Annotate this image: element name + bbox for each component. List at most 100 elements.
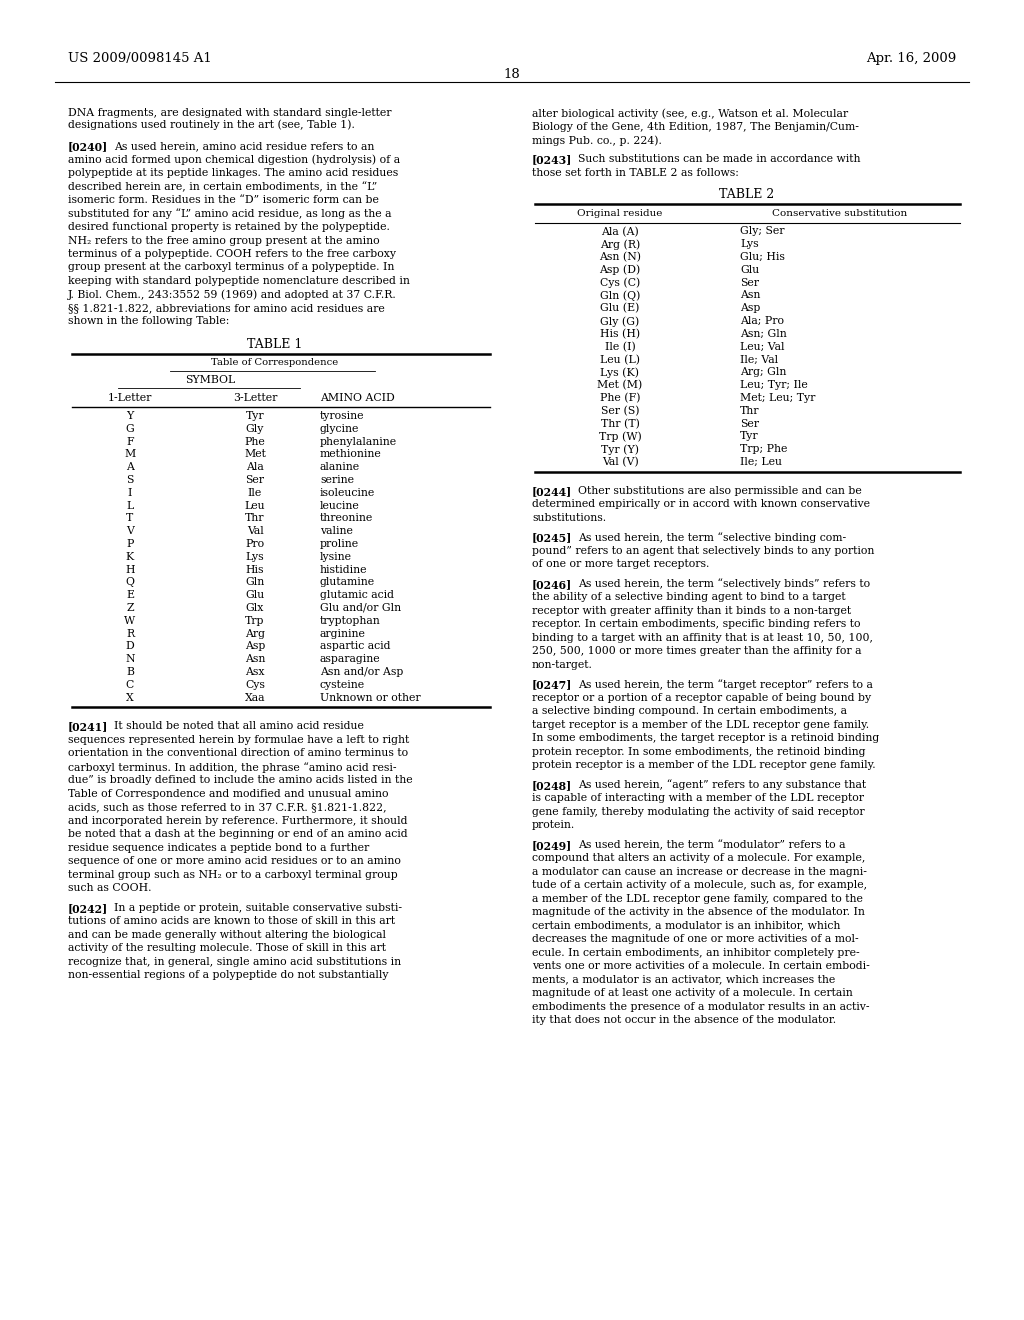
Text: NH₂ refers to the free amino group present at the amino: NH₂ refers to the free amino group prese… <box>68 235 380 246</box>
Text: Met: Met <box>244 449 266 459</box>
Text: Leu; Val: Leu; Val <box>740 342 784 351</box>
Text: Unknown or other: Unknown or other <box>319 693 421 702</box>
Text: As used herein, the term “target receptor” refers to a: As used herein, the term “target recepto… <box>578 680 872 690</box>
Text: SYMBOL: SYMBOL <box>185 375 236 385</box>
Text: Original residue: Original residue <box>578 209 663 218</box>
Text: Ile (I): Ile (I) <box>604 342 635 352</box>
Text: tryptophan: tryptophan <box>319 616 381 626</box>
Text: Q: Q <box>126 577 134 587</box>
Text: gene family, thereby modulating the activity of said receptor: gene family, thereby modulating the acti… <box>532 807 864 817</box>
Text: [0241]: [0241] <box>68 722 109 733</box>
Text: Xaa: Xaa <box>245 693 265 702</box>
Text: [0243]: [0243] <box>532 154 572 165</box>
Text: protein.: protein. <box>532 820 575 830</box>
Text: In a peptide or protein, suitable conservative substi-: In a peptide or protein, suitable conser… <box>114 903 402 913</box>
Text: certain embodiments, a modulator is an inhibitor, which: certain embodiments, a modulator is an i… <box>532 921 841 931</box>
Text: Gln: Gln <box>246 577 264 587</box>
Text: pound” refers to an agent that selectively binds to any portion: pound” refers to an agent that selective… <box>532 545 874 556</box>
Text: Biology of the Gene, 4th Edition, 1987, The Benjamin/Cum-: Biology of the Gene, 4th Edition, 1987, … <box>532 121 859 132</box>
Text: terminus of a polypeptide. COOH refers to the free carboxy: terminus of a polypeptide. COOH refers t… <box>68 249 396 259</box>
Text: the ability of a selective binding agent to bind to a target: the ability of a selective binding agent… <box>532 593 846 602</box>
Text: I: I <box>128 488 132 498</box>
Text: As used herein, “agent” refers to any substance that: As used herein, “agent” refers to any su… <box>578 780 866 791</box>
Text: M: M <box>124 449 135 459</box>
Text: Leu; Tyr; Ile: Leu; Tyr; Ile <box>740 380 808 391</box>
Text: Lys (K): Lys (K) <box>600 367 640 378</box>
Text: sequence of one or more amino acid residues or to an amino: sequence of one or more amino acid resid… <box>68 857 400 866</box>
Text: lysine: lysine <box>319 552 352 562</box>
Text: leucine: leucine <box>319 500 359 511</box>
Text: [0242]: [0242] <box>68 903 109 913</box>
Text: A: A <box>126 462 134 473</box>
Text: Asp (D): Asp (D) <box>599 265 641 276</box>
Text: Arg; Gln: Arg; Gln <box>740 367 786 378</box>
Text: serine: serine <box>319 475 354 484</box>
Text: G: G <box>126 424 134 434</box>
Text: sequences represented herein by formulae have a left to right: sequences represented herein by formulae… <box>68 735 410 744</box>
Text: and incorporated herein by reference. Furthermore, it should: and incorporated herein by reference. Fu… <box>68 816 408 826</box>
Text: Tyr (Y): Tyr (Y) <box>601 444 639 454</box>
Text: In some embodiments, the target receptor is a retinoid binding: In some embodiments, the target receptor… <box>532 733 880 743</box>
Text: alter biological activity (see, e.g., Watson et al. Molecular: alter biological activity (see, e.g., Wa… <box>532 108 848 119</box>
Text: As used herein, the term “selective binding com-: As used herein, the term “selective bind… <box>578 532 846 543</box>
Text: is capable of interacting with a member of the LDL receptor: is capable of interacting with a member … <box>532 793 864 803</box>
Text: protein receptor. In some embodiments, the retinoid binding: protein receptor. In some embodiments, t… <box>532 747 865 756</box>
Text: determined empirically or in accord with known conservative: determined empirically or in accord with… <box>532 499 870 510</box>
Text: Gly; Ser: Gly; Ser <box>740 227 784 236</box>
Text: magnitude of the activity in the absence of the modulator. In: magnitude of the activity in the absence… <box>532 907 865 917</box>
Text: [0249]: [0249] <box>532 840 572 850</box>
Text: terminal group such as NH₂ or to a carboxyl terminal group: terminal group such as NH₂ or to a carbo… <box>68 870 397 880</box>
Text: P: P <box>126 539 134 549</box>
Text: non-target.: non-target. <box>532 660 593 669</box>
Text: Arg: Arg <box>245 628 265 639</box>
Text: Val (V): Val (V) <box>602 457 638 467</box>
Text: As used herein, amino acid residue refers to an: As used herein, amino acid residue refer… <box>114 141 375 150</box>
Text: Trp (W): Trp (W) <box>599 432 641 442</box>
Text: DNA fragments, are designated with standard single-letter
designations used rout: DNA fragments, are designated with stand… <box>68 108 391 131</box>
Text: Arg (R): Arg (R) <box>600 239 640 249</box>
Text: W: W <box>125 616 135 626</box>
Text: receptor with greater affinity than it binds to a non-target: receptor with greater affinity than it b… <box>532 606 851 615</box>
Text: Asn (N): Asn (N) <box>599 252 641 263</box>
Text: Tyr: Tyr <box>740 432 759 441</box>
Text: decreases the magnitude of one or more activities of a mol-: decreases the magnitude of one or more a… <box>532 935 859 944</box>
Text: Z: Z <box>126 603 134 612</box>
Text: [0244]: [0244] <box>532 486 572 496</box>
Text: a member of the LDL receptor gene family, compared to the: a member of the LDL receptor gene family… <box>532 894 863 904</box>
Text: glutamine: glutamine <box>319 577 375 587</box>
Text: substituted for any “L” amino acid residue, as long as the a: substituted for any “L” amino acid resid… <box>68 209 391 219</box>
Text: E: E <box>126 590 134 601</box>
Text: vents one or more activities of a molecule. In certain embodi-: vents one or more activities of a molecu… <box>532 961 869 972</box>
Text: Trp; Phe: Trp; Phe <box>740 444 787 454</box>
Text: Table of Correspondence: Table of Correspondence <box>211 358 339 367</box>
Text: Val: Val <box>247 527 263 536</box>
Text: Table of Correspondence and modified and unusual amino: Table of Correspondence and modified and… <box>68 789 388 799</box>
Text: ecule. In certain embodiments, an inhibitor completely pre-: ecule. In certain embodiments, an inhibi… <box>532 948 859 958</box>
Text: TABLE 2: TABLE 2 <box>720 187 774 201</box>
Text: recognize that, in general, single amino acid substitutions in: recognize that, in general, single amino… <box>68 957 401 966</box>
Text: phenylalanine: phenylalanine <box>319 437 397 446</box>
Text: Glu and/or Gln: Glu and/or Gln <box>319 603 401 612</box>
Text: Ile: Ile <box>248 488 262 498</box>
Text: carboxyl terminus. In addition, the phrase “amino acid resi-: carboxyl terminus. In addition, the phra… <box>68 762 396 772</box>
Text: target receptor is a member of the LDL receptor gene family.: target receptor is a member of the LDL r… <box>532 719 869 730</box>
Text: a selective binding compound. In certain embodiments, a: a selective binding compound. In certain… <box>532 706 847 717</box>
Text: ity that does not occur in the absence of the modulator.: ity that does not occur in the absence o… <box>532 1015 837 1026</box>
Text: Asp: Asp <box>740 304 761 313</box>
Text: shown in the following Table:: shown in the following Table: <box>68 317 229 326</box>
Text: tude of a certain activity of a molecule, such as, for example,: tude of a certain activity of a molecule… <box>532 880 867 890</box>
Text: §§ 1.821-1.822, abbreviations for amino acid residues are: §§ 1.821-1.822, abbreviations for amino … <box>68 304 385 313</box>
Text: Glx: Glx <box>246 603 264 612</box>
Text: D: D <box>126 642 134 651</box>
Text: T: T <box>126 513 133 524</box>
Text: X: X <box>126 693 134 702</box>
Text: As used herein, the term “modulator” refers to a: As used herein, the term “modulator” ref… <box>578 840 846 850</box>
Text: ments, a modulator is an activator, which increases the: ments, a modulator is an activator, whic… <box>532 974 836 985</box>
Text: methionine: methionine <box>319 449 382 459</box>
Text: Ala: Ala <box>246 462 264 473</box>
Text: magnitude of at least one activity of a molecule. In certain: magnitude of at least one activity of a … <box>532 989 853 998</box>
Text: Cys: Cys <box>245 680 265 690</box>
Text: 1-Letter: 1-Letter <box>108 393 153 403</box>
Text: tutions of amino acids are known to those of skill in this art: tutions of amino acids are known to thos… <box>68 916 395 927</box>
Text: isoleucine: isoleucine <box>319 488 375 498</box>
